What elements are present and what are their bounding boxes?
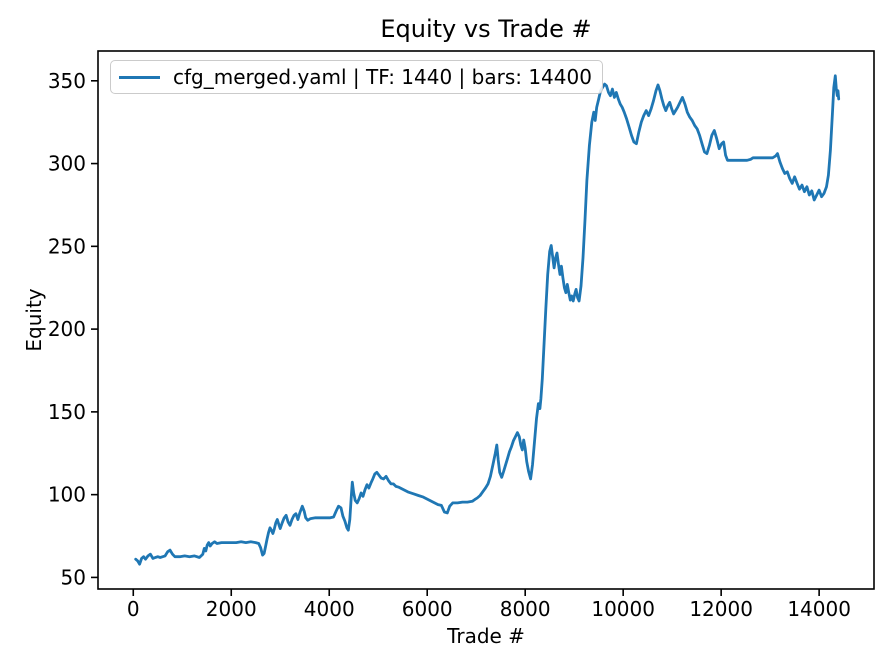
y-tick-label: 100 (48, 483, 86, 507)
x-tick-label: 4000 (304, 597, 355, 621)
equity-line (134, 74, 841, 566)
x-tick-label: 14000 (787, 597, 851, 621)
y-tick-label: 50 (61, 565, 86, 589)
x-tick-label: 12000 (689, 597, 753, 621)
y-tick-label: 200 (48, 317, 86, 341)
y-tick-label: 350 (48, 69, 86, 93)
legend-line-sample (119, 75, 160, 79)
x-tick-label: 2000 (206, 597, 257, 621)
axes-box (97, 50, 875, 590)
x-tick-label: 0 (127, 597, 140, 621)
y-axis-label: Equity (22, 288, 46, 352)
chart-title: Equity vs Trade # (380, 15, 592, 43)
y-tick-label: 150 (48, 400, 86, 424)
x-axis-label: Trade # (447, 624, 525, 648)
x-tick-label: 6000 (402, 597, 453, 621)
x-tick-label: 10000 (591, 597, 655, 621)
x-tick-label: 8000 (500, 597, 551, 621)
y-tick-label: 250 (48, 234, 86, 258)
legend-label: cfg_merged.yaml | TF: 1440 | bars: 14400 (173, 65, 592, 89)
legend: cfg_merged.yaml | TF: 1440 | bars: 14400 (110, 60, 603, 94)
y-tick-label: 300 (48, 152, 86, 176)
